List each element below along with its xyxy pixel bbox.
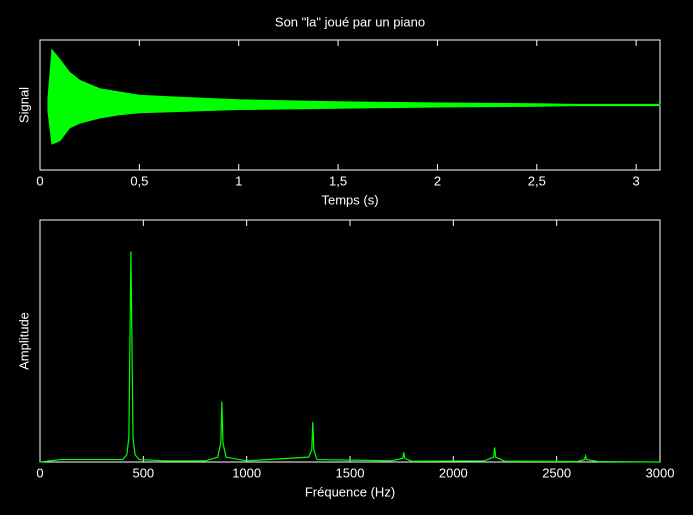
x-tick-label: 0,5 bbox=[130, 173, 148, 188]
x-tick-label: 3000 bbox=[646, 465, 675, 480]
x-tick-label: 1 bbox=[235, 173, 242, 188]
y-axis-label: Signal bbox=[16, 87, 31, 123]
x-axis-label: Fréquence (Hz) bbox=[305, 484, 395, 499]
chart-title: Son "la" joué par un piano bbox=[275, 14, 425, 29]
x-tick-label: 0 bbox=[36, 465, 43, 480]
x-tick-label: 1500 bbox=[336, 465, 365, 480]
signal-envelope bbox=[47, 104, 661, 145]
x-tick-label: 1000 bbox=[232, 465, 261, 480]
x-tick-label: 2000 bbox=[439, 465, 468, 480]
x-tick-label: 2 bbox=[434, 173, 441, 188]
x-axis-label: Temps (s) bbox=[321, 192, 378, 207]
x-tick-label: 1,5 bbox=[329, 173, 347, 188]
x-tick-label: 3 bbox=[633, 173, 640, 188]
signal-envelope bbox=[47, 48, 661, 106]
x-tick-label: 2500 bbox=[542, 465, 571, 480]
y-axis-label: Amplitude bbox=[16, 312, 31, 370]
x-tick-label: 2,5 bbox=[528, 173, 546, 188]
plot-area bbox=[39, 219, 661, 463]
x-tick-label: 500 bbox=[132, 465, 154, 480]
spectrum-line bbox=[39, 251, 661, 463]
x-tick-label: 0 bbox=[36, 173, 43, 188]
